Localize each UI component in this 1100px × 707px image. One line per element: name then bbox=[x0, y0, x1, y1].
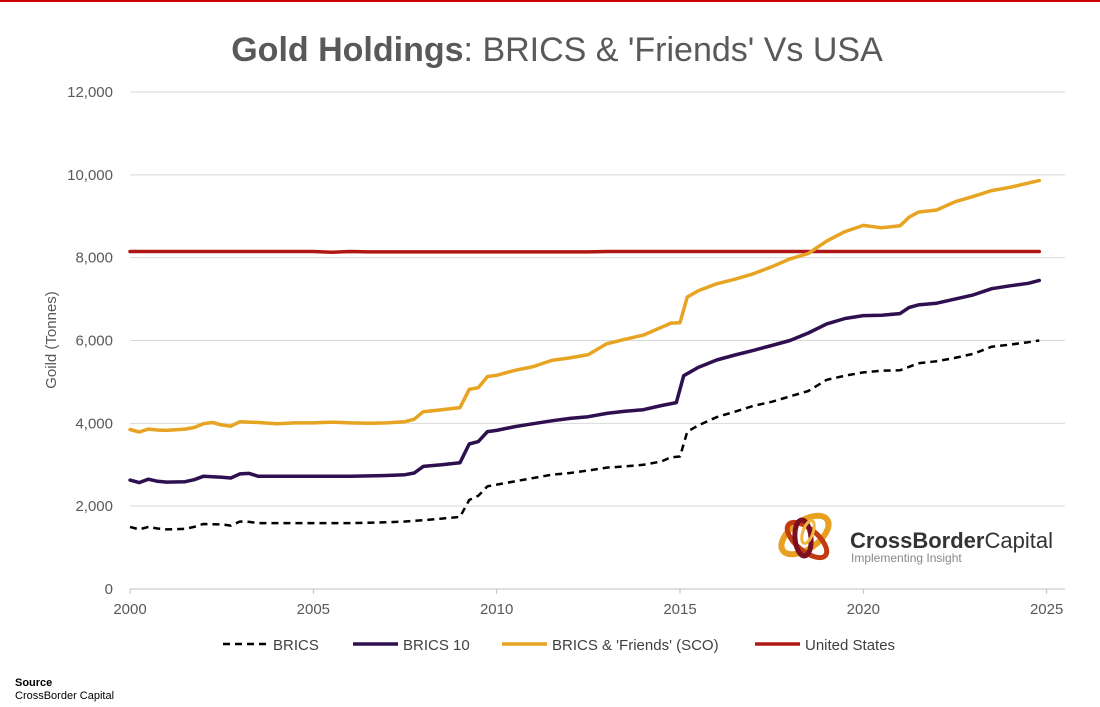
series-line-united-states bbox=[128, 249, 1042, 255]
y-tick-label: 12,000 bbox=[67, 84, 113, 101]
title-rest: : BRICS & 'Friends' Vs USA bbox=[464, 31, 884, 69]
legend-label: BRICS & 'Friends' (SCO) bbox=[552, 637, 719, 654]
legend-label: United States bbox=[805, 637, 895, 654]
x-axis: 2000 2005 2010 2015 2020 2025 bbox=[113, 589, 1063, 618]
source-heading: Source bbox=[15, 677, 53, 689]
y-axis-label: Goild (Tonnes) bbox=[43, 291, 60, 389]
chart-title: Gold Holdings: BRICS & 'Friends' Vs USA bbox=[231, 31, 883, 69]
legend-label: BRICS 10 bbox=[403, 637, 470, 654]
x-tick-label: 2015 bbox=[663, 601, 696, 618]
series-line-brics bbox=[129, 339, 1040, 531]
source-note: Source CrossBorder Capital bbox=[15, 677, 114, 703]
y-tick-label: 2,000 bbox=[75, 498, 113, 515]
crossbordercapital-logo: CrossBorderCapital Implementing Insight bbox=[778, 512, 1053, 565]
legend-label: BRICS bbox=[273, 637, 319, 654]
series-line-brics-10 bbox=[128, 278, 1042, 485]
y-tick-label: 8,000 bbox=[75, 250, 113, 267]
series-lines bbox=[128, 178, 1042, 531]
source-text: CrossBorder Capital bbox=[15, 690, 115, 702]
x-tick-label: 2025 bbox=[1030, 601, 1063, 618]
y-tick-label: 4,000 bbox=[75, 415, 113, 432]
gridlines bbox=[130, 91, 1065, 590]
y-tick-label: 10,000 bbox=[67, 167, 113, 184]
title-bold: Gold Holdings bbox=[231, 31, 463, 69]
logo-name: CrossBorderCapital bbox=[850, 528, 1053, 553]
logo-name-rest: Capital bbox=[984, 528, 1052, 553]
y-axis: 0 2,000 4,000 6,000 8,000 10,000 12,000 bbox=[67, 84, 113, 598]
y-tick-label: 6,000 bbox=[75, 333, 113, 350]
logo-swirl-icon bbox=[778, 512, 832, 561]
logo-tagline: Implementing Insight bbox=[851, 551, 962, 565]
x-tick-label: 2010 bbox=[480, 601, 513, 618]
y-tick-label: 0 bbox=[105, 581, 113, 598]
x-tick-label: 2020 bbox=[847, 601, 880, 618]
x-tick-label: 2005 bbox=[297, 601, 330, 618]
series-line-brics-friends-sco bbox=[128, 178, 1042, 434]
x-tick-label: 2000 bbox=[113, 601, 146, 618]
logo-name-bold: CrossBorder bbox=[850, 528, 985, 553]
top-rule bbox=[0, 0, 1100, 2]
legend: BRICS BRICS 10 BRICS & 'Friends' (SCO) Unit… bbox=[223, 637, 895, 654]
